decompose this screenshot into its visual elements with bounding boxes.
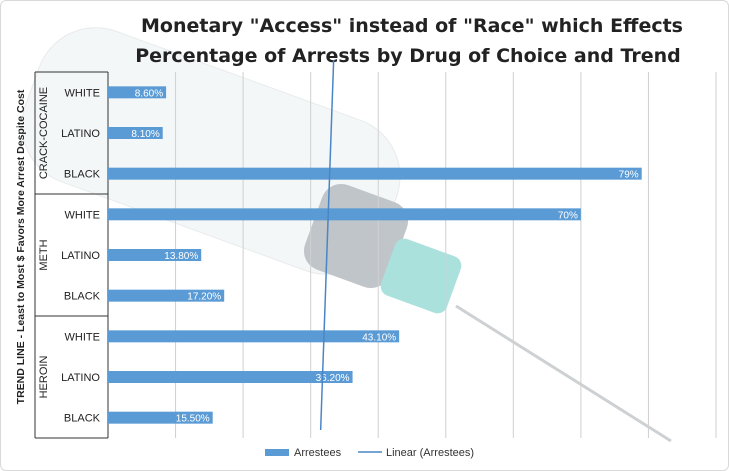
bars [108, 86, 642, 424]
trendline [319, 59, 335, 431]
bar-crack-cocaine-latino [108, 127, 163, 139]
category-label: WHITE [65, 209, 100, 221]
category-label: WHITE [65, 331, 100, 343]
data-label: 13.80% [164, 251, 198, 262]
bar-meth-latino [108, 249, 202, 261]
category-label: LATINO [61, 250, 100, 262]
bar-meth-black [108, 289, 225, 302]
syringe-hub [380, 238, 462, 314]
data-labels: 8.60% 8.10% 79% 70% 13.80% 17.20% 43.10% 36.20%… [131, 88, 638, 424]
legend-label-linear: Linear (Arrestees) [386, 447, 474, 459]
category-label: WHITE [65, 87, 100, 99]
legend-swatch-arrestees [265, 449, 289, 456]
group-label-heroin: HEROIN [38, 356, 50, 399]
category-labels: WHITE LATINO BLACK WHITE LATINO BLACK WHITE LAT… [61, 87, 101, 424]
syringe-needle [455, 304, 672, 443]
bar-heroin-latino [108, 371, 353, 383]
category-label: BLACK [64, 291, 101, 303]
bar-crack-cocaine-white [108, 86, 167, 99]
bar-crack-cocaine-black [108, 167, 642, 180]
data-label: 70% [558, 210, 578, 221]
data-label: 17.20% [187, 292, 221, 303]
chart-title-line-2: Percentage of Arrests by Drug of Choice … [135, 45, 680, 67]
y-axis-title: TREND LINE - Least to Most $ Favors More… [15, 89, 27, 404]
data-label: 8.10% [131, 129, 159, 140]
group-label-meth: METH [38, 239, 50, 270]
data-label: 8.60% [135, 88, 163, 99]
group-labels: CRACK-COCAINE METH HEROIN [38, 87, 50, 399]
data-label: 36.20% [316, 373, 350, 384]
category-label: BLACK [64, 169, 101, 181]
group-label-crack-cocaine: CRACK-COCAINE [38, 87, 50, 179]
bar-heroin-white [108, 330, 400, 343]
chart-title-line-1: Monetary "Access" instead of "Race" whic… [141, 15, 683, 37]
bar-meth-white [108, 208, 581, 221]
data-label: 43.10% [362, 332, 396, 343]
category-label: BLACK [64, 413, 101, 425]
legend: Arrestees Linear (Arrestees) [265, 447, 474, 459]
data-label: 15.50% [176, 414, 210, 425]
data-label: 79% [619, 170, 639, 181]
bar-heroin-black [108, 411, 213, 424]
category-label: LATINO [61, 128, 100, 140]
legend-label-arrestees: Arrestees [294, 447, 342, 459]
category-label: LATINO [61, 372, 100, 384]
trendline-linear [319, 59, 335, 431]
